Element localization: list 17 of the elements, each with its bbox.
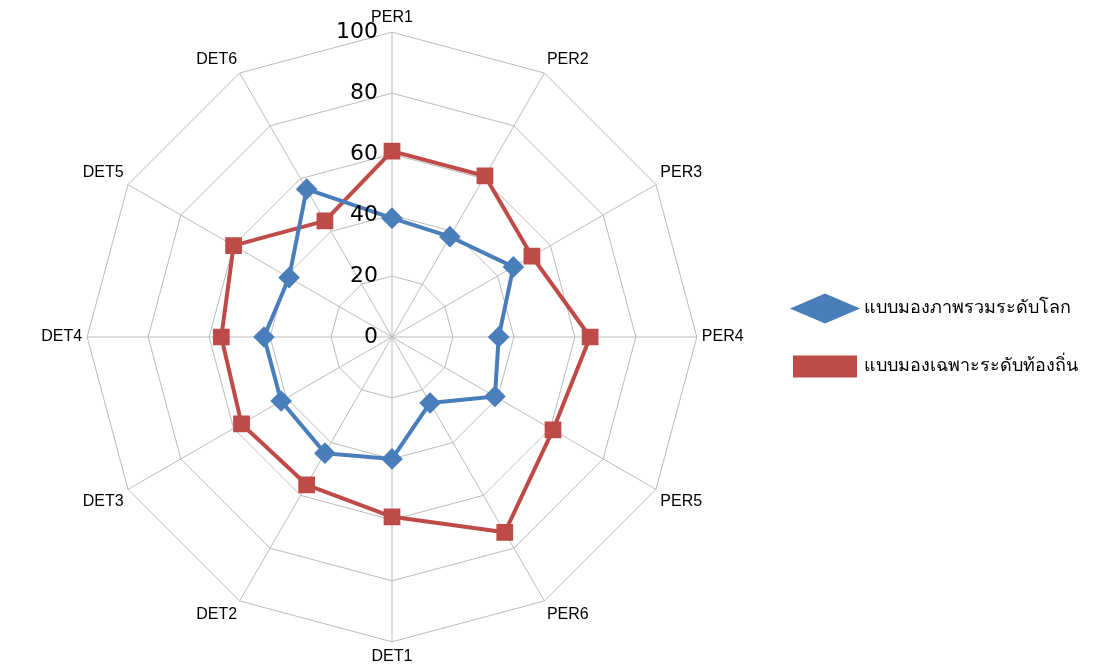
spoke-label: DET2 <box>196 605 238 623</box>
y-tick-label: 60 <box>350 139 378 165</box>
spoke-label: PER2 <box>546 49 589 67</box>
spoke-label: PER3 <box>660 162 703 180</box>
spoke-label: PER5 <box>660 491 703 509</box>
spoke-label: PER4 <box>701 327 744 345</box>
spoke-label: PER6 <box>546 605 589 623</box>
y-tick-label: 0 <box>364 322 378 348</box>
spoke-label: DET6 <box>196 49 238 67</box>
y-tick-label: 80 <box>350 78 378 104</box>
legend-label: แบบมองภาพรวมระดับโลก <box>864 296 1071 318</box>
y-tick-label: 20 <box>350 261 378 287</box>
legend-label: แบบมองเฉพาะระดับท้องถิ่น <box>864 352 1078 376</box>
spoke-label: DET3 <box>82 491 124 509</box>
spoke-label: DET4 <box>41 327 83 345</box>
spoke-label: DET1 <box>371 646 413 664</box>
spoke-label: DET5 <box>82 162 124 180</box>
